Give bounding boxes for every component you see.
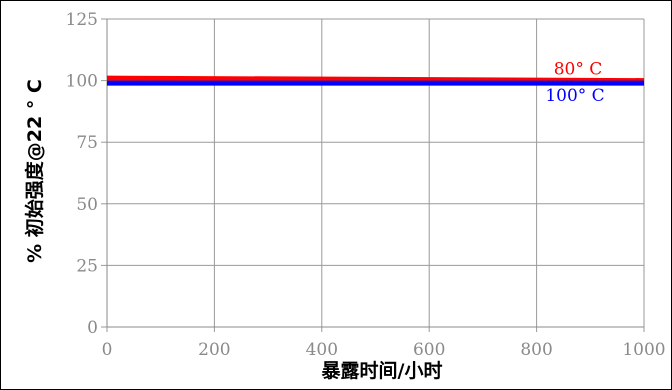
series-lines	[106, 75, 645, 86]
y-tick-label: 75	[76, 133, 98, 153]
y-tick-label: 125	[66, 10, 98, 30]
y-tick-label: 100	[66, 72, 98, 92]
axes	[101, 18, 645, 332]
x-tick-label: 600	[413, 340, 445, 360]
x-tick-label: 400	[306, 340, 338, 360]
x-tick-label: 1000	[622, 340, 665, 360]
series-labels: 80° C 100° C	[545, 60, 604, 106]
x-tick-label: 200	[198, 340, 230, 360]
series-label-100c: 100° C	[545, 86, 604, 106]
x-axis-title: 暴露时间/小时	[322, 360, 443, 382]
x-tick-labels: 0 200 400 600 800 1000	[102, 340, 666, 360]
y-tick-labels: 0 25 50 75 100 125	[66, 10, 98, 338]
y-axis-title: % 初始强度@22 ° C	[23, 79, 46, 263]
series-label-80c: 80° C	[554, 60, 603, 80]
series-line-80c	[106, 75, 645, 84]
x-tick-label: 0	[102, 340, 113, 360]
y-tick-label: 0	[87, 318, 98, 338]
x-tick-label: 800	[520, 340, 552, 360]
y-tick-label: 50	[76, 195, 98, 215]
y-tick-label: 25	[76, 256, 98, 276]
